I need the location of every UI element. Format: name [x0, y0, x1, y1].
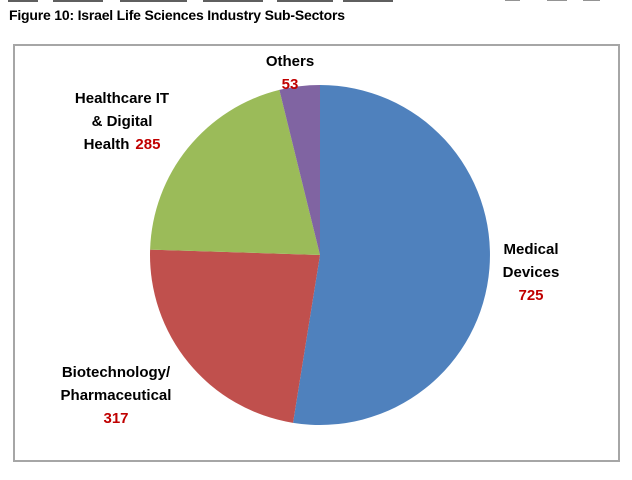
- figure-title: Figure 10: Israel Life Sciences Industry…: [9, 7, 345, 23]
- slice-label-medical-line1: Medical: [503, 241, 559, 258]
- slice-label-biotech-line2: Pharmaceutical: [60, 387, 172, 404]
- slice-label-healthcare-line1: Healthcare IT: [74, 90, 170, 107]
- pie-slice-others: [279, 85, 320, 255]
- slice-label-others-name: Others: [265, 53, 315, 70]
- pie-slice-medical-devices: [293, 85, 490, 425]
- slice-label-biotech-line1: Biotechnology/: [61, 364, 171, 381]
- slice-label-medical-line2: Devices: [502, 264, 560, 281]
- slice-label-biotech-pharma: Biotechnology/ Pharmaceutical 317: [26, 361, 206, 430]
- slice-value-biotech: 317: [103, 410, 129, 427]
- pie-slice-biotechnology-pharmaceutical: [150, 249, 320, 423]
- slice-value-others: 53: [281, 76, 299, 93]
- slice-label-healthcare-line3: Health 285: [42, 133, 202, 156]
- slice-label-medical-devices: Medical Devices 725: [466, 238, 596, 307]
- top-crop-artifact: [0, 0, 632, 3]
- slice-value-medical: 725: [518, 287, 544, 304]
- slice-label-healthcare-it: Healthcare IT & Digital Health 285: [42, 87, 202, 156]
- pie-slice-healthcare-it-digital-health: [150, 89, 320, 256]
- chart-plot-area: Others 53 Healthcare IT & Digital Health…: [13, 44, 620, 462]
- slice-label-others: Others 53: [230, 50, 350, 96]
- slice-label-healthcare-line3-text: Health: [83, 136, 130, 153]
- slice-label-healthcare-line2: & Digital: [91, 113, 153, 130]
- pie-svg: [150, 85, 490, 425]
- slice-value-healthcare: 285: [135, 136, 161, 153]
